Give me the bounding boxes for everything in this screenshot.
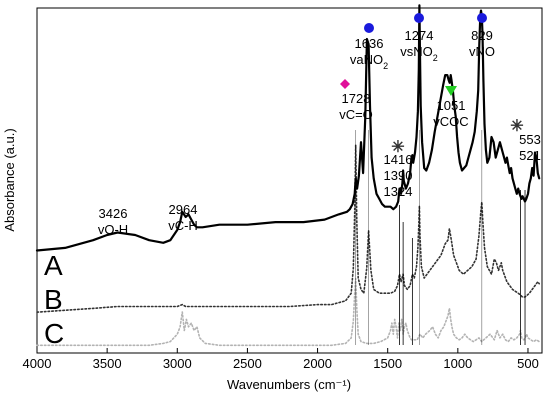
annotation-text: 1728 [342, 91, 371, 106]
annotation-text: 1416 [384, 152, 413, 167]
annotation-text: vO-H [98, 222, 128, 237]
spectra-series [35, 4, 541, 347]
curve-label-C: C [44, 318, 64, 349]
annotation-text: 1324 [384, 184, 413, 199]
triangle-marker [445, 86, 457, 96]
circle-marker [477, 13, 487, 23]
x-tick-label: 500 [517, 356, 539, 371]
x-tick-label: 3500 [93, 356, 122, 371]
curve-label-B: B [44, 284, 63, 315]
diamond-marker [340, 79, 350, 89]
annotation-text: 1636 [355, 36, 384, 51]
asterisk-marker: ✳ [510, 118, 523, 135]
annotation-text: 3426 [99, 206, 128, 221]
annotation-text: vaNO2 [350, 52, 388, 71]
x-tick-label: 3000 [163, 356, 192, 371]
annotation-text: vsNO2 [400, 44, 438, 63]
annotation-text: vC=O [339, 107, 373, 122]
x-tick-label: 1000 [443, 356, 472, 371]
x-tick-label: 2000 [303, 356, 332, 371]
x-tick-label: 1500 [373, 356, 402, 371]
curve-label-A: A [44, 250, 63, 281]
annotation-text: 1390 [384, 168, 413, 183]
x-axis-ticks: 4000 3500 3000 2500 2000 1500 1000 500 [23, 348, 539, 371]
annotation-text: vC-H [168, 218, 198, 233]
x-tick-label: 4000 [23, 356, 52, 371]
y-axis-label: Absorbance (a.u.) [2, 128, 17, 231]
annotation-text: 553 [519, 132, 541, 147]
annotation-text: 829 [471, 28, 493, 43]
annotation-text: vCOC [433, 114, 468, 129]
plot-frame [36, 7, 543, 354]
series-C-line [36, 277, 540, 347]
circle-marker [414, 13, 424, 23]
annotation-text: 1274 [405, 28, 434, 43]
annotation-text: 521 [519, 148, 541, 163]
x-axis-label: Wavenumbers (cm⁻¹) [227, 377, 351, 392]
annotation-text: vNO [469, 44, 495, 59]
series-B-line [36, 144, 540, 313]
series-A-line [35, 4, 541, 252]
circle-marker [364, 23, 374, 33]
annotation-text: 1051 [437, 98, 466, 113]
x-tick-label: 2500 [233, 356, 262, 371]
annotation-text: 2964 [169, 202, 198, 217]
curve-letters: ABC [44, 250, 64, 349]
asterisk-marker: ✳ [391, 139, 404, 156]
